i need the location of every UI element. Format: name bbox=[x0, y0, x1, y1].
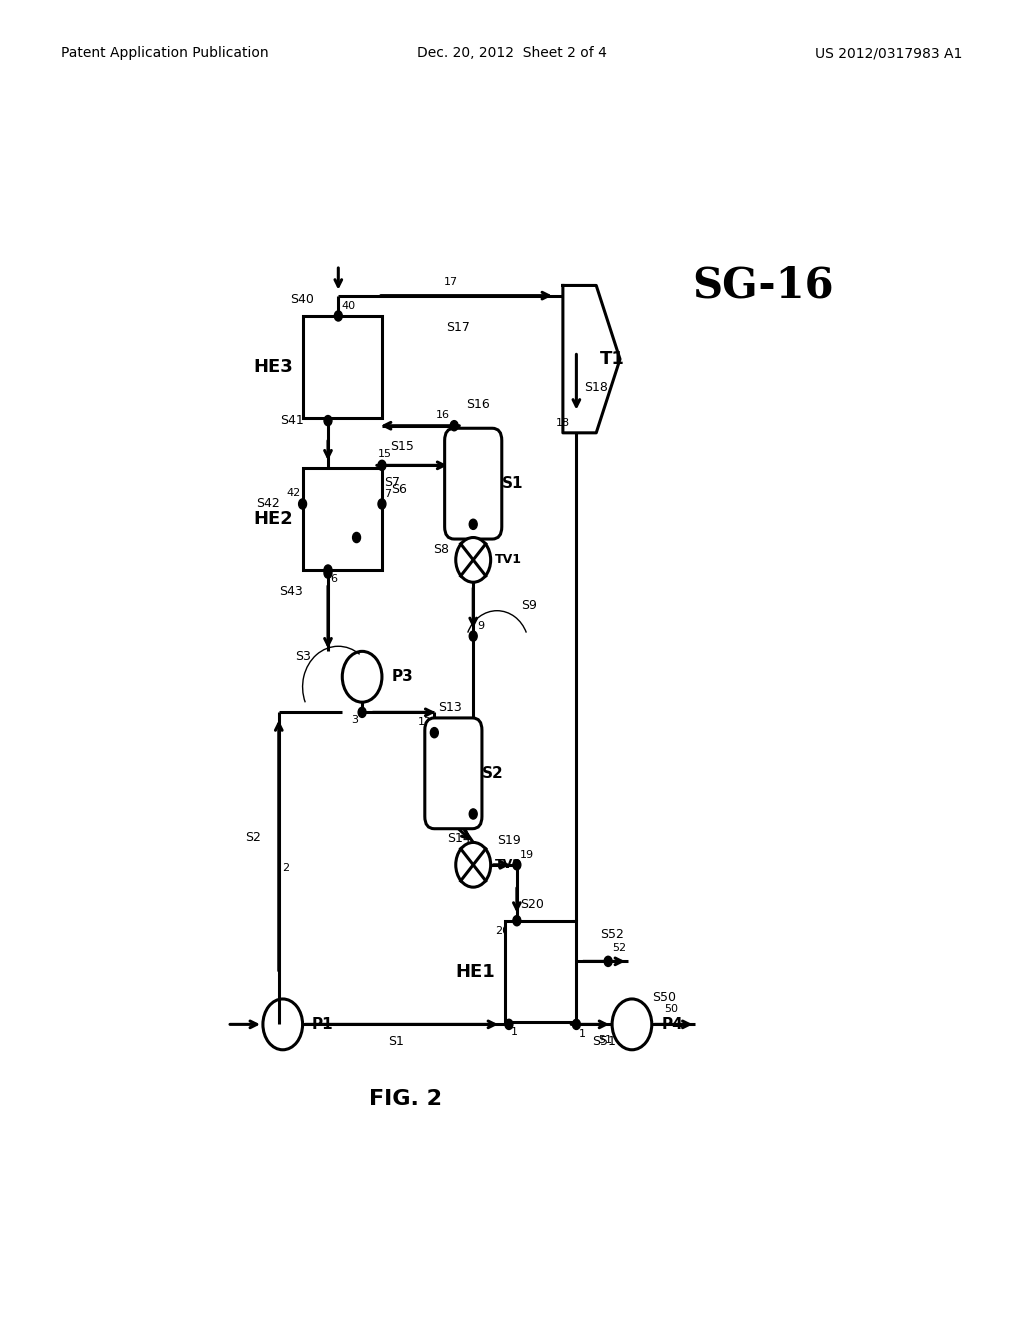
Text: S2: S2 bbox=[246, 832, 261, 845]
Text: Dec. 20, 2012  Sheet 2 of 4: Dec. 20, 2012 Sheet 2 of 4 bbox=[417, 46, 607, 61]
Text: HE1: HE1 bbox=[456, 962, 496, 981]
Circle shape bbox=[352, 532, 360, 543]
Circle shape bbox=[469, 809, 477, 818]
Text: 13: 13 bbox=[418, 717, 432, 726]
Circle shape bbox=[572, 1019, 581, 1030]
Text: S18: S18 bbox=[585, 380, 608, 393]
Text: S1: S1 bbox=[388, 1035, 403, 1048]
Circle shape bbox=[469, 519, 477, 529]
Text: TV2: TV2 bbox=[495, 858, 521, 871]
Text: 52: 52 bbox=[612, 944, 627, 953]
Text: S2: S2 bbox=[482, 766, 504, 781]
Circle shape bbox=[469, 631, 477, 642]
Text: 15: 15 bbox=[378, 449, 392, 459]
Text: S40: S40 bbox=[291, 293, 314, 306]
Circle shape bbox=[456, 842, 490, 887]
Text: P1: P1 bbox=[312, 1016, 334, 1032]
Circle shape bbox=[324, 568, 332, 578]
Circle shape bbox=[324, 565, 332, 576]
Text: 3: 3 bbox=[351, 715, 358, 726]
Text: T1: T1 bbox=[600, 350, 625, 368]
Text: 41: 41 bbox=[331, 405, 345, 416]
Text: S6: S6 bbox=[391, 483, 408, 496]
Text: P3: P3 bbox=[391, 669, 414, 684]
Bar bbox=[505, 921, 577, 1022]
Text: 6: 6 bbox=[359, 541, 366, 550]
Text: 16: 16 bbox=[436, 409, 451, 420]
Circle shape bbox=[430, 727, 438, 738]
Circle shape bbox=[358, 708, 367, 718]
Text: SG-16: SG-16 bbox=[692, 264, 834, 306]
Text: S52: S52 bbox=[600, 928, 624, 941]
Circle shape bbox=[378, 461, 386, 470]
Circle shape bbox=[378, 499, 386, 510]
Circle shape bbox=[505, 1019, 513, 1030]
Text: S15: S15 bbox=[390, 440, 414, 453]
Text: 19: 19 bbox=[520, 850, 535, 859]
Text: S42: S42 bbox=[257, 498, 281, 511]
Text: HE3: HE3 bbox=[253, 358, 293, 376]
Text: 14: 14 bbox=[457, 817, 471, 828]
Circle shape bbox=[604, 956, 612, 966]
Text: S51: S51 bbox=[592, 1035, 616, 1048]
Text: S7: S7 bbox=[384, 475, 400, 488]
Text: S43: S43 bbox=[279, 585, 303, 598]
FancyBboxPatch shape bbox=[425, 718, 482, 829]
Circle shape bbox=[451, 421, 458, 430]
Text: 42: 42 bbox=[286, 488, 300, 498]
Text: Patent Application Publication: Patent Application Publication bbox=[61, 46, 269, 61]
Text: TV1: TV1 bbox=[495, 553, 521, 566]
Circle shape bbox=[324, 416, 332, 426]
Text: 6: 6 bbox=[331, 574, 337, 585]
Text: 40: 40 bbox=[341, 301, 355, 312]
Text: 7: 7 bbox=[384, 488, 391, 499]
Circle shape bbox=[456, 537, 490, 582]
Text: 2: 2 bbox=[282, 863, 289, 874]
Polygon shape bbox=[563, 285, 620, 433]
Text: S13: S13 bbox=[438, 701, 462, 714]
Text: 51: 51 bbox=[598, 1035, 612, 1044]
Circle shape bbox=[299, 499, 306, 510]
Text: S9: S9 bbox=[521, 599, 537, 612]
Text: HE2: HE2 bbox=[253, 511, 293, 528]
Text: S17: S17 bbox=[446, 321, 470, 334]
Text: S3: S3 bbox=[295, 649, 310, 663]
Text: S41: S41 bbox=[281, 414, 304, 428]
Text: 50: 50 bbox=[665, 1005, 679, 1014]
Text: 1: 1 bbox=[579, 1030, 586, 1039]
Text: 20: 20 bbox=[495, 925, 509, 936]
Bar bbox=[303, 315, 382, 417]
Text: S8: S8 bbox=[433, 544, 450, 556]
Circle shape bbox=[513, 859, 521, 870]
Text: P4: P4 bbox=[662, 1016, 683, 1032]
FancyBboxPatch shape bbox=[444, 428, 502, 539]
Text: 1: 1 bbox=[511, 1027, 518, 1038]
Bar bbox=[303, 469, 382, 570]
Text: S19: S19 bbox=[497, 833, 521, 846]
Text: S20: S20 bbox=[520, 898, 544, 911]
Text: FIG. 2: FIG. 2 bbox=[370, 1089, 442, 1109]
Text: S14: S14 bbox=[447, 833, 471, 845]
Text: 8: 8 bbox=[477, 528, 484, 537]
Text: US 2012/0317983 A1: US 2012/0317983 A1 bbox=[815, 46, 963, 61]
Text: 43: 43 bbox=[331, 558, 344, 568]
Text: 18: 18 bbox=[556, 417, 570, 428]
Circle shape bbox=[513, 916, 521, 925]
Text: S50: S50 bbox=[651, 991, 676, 1005]
Text: S16: S16 bbox=[466, 399, 489, 412]
Circle shape bbox=[334, 312, 342, 321]
Text: S1: S1 bbox=[502, 477, 523, 491]
Text: 9: 9 bbox=[477, 620, 484, 631]
Text: 17: 17 bbox=[443, 277, 458, 288]
